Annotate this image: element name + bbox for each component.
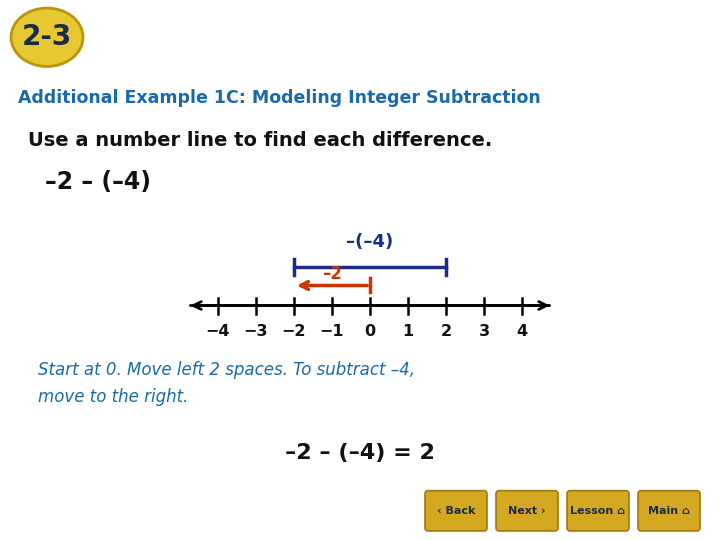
Text: 3: 3 xyxy=(478,323,490,339)
Text: –(–4): –(–4) xyxy=(346,233,394,252)
Text: 0: 0 xyxy=(364,323,376,339)
Text: 4: 4 xyxy=(516,323,528,339)
Text: 2-3: 2-3 xyxy=(22,23,72,51)
Text: −1: −1 xyxy=(320,323,344,339)
Text: Main ⌂: Main ⌂ xyxy=(648,506,690,516)
Text: −4: −4 xyxy=(206,323,230,339)
Text: Start at 0. Move left 2 spaces. To subtract –4,
move to the right.: Start at 0. Move left 2 spaces. To subtr… xyxy=(38,361,415,406)
Text: −3: −3 xyxy=(244,323,269,339)
Text: –2 – (–4) = 2: –2 – (–4) = 2 xyxy=(285,443,435,463)
Text: –2: –2 xyxy=(322,266,342,284)
Text: Additional Example 1C: Modeling Integer Subtraction: Additional Example 1C: Modeling Integer … xyxy=(18,89,541,107)
Text: –2 – (–4): –2 – (–4) xyxy=(45,171,151,194)
FancyBboxPatch shape xyxy=(567,491,629,531)
Text: ‹ Back: ‹ Back xyxy=(437,506,475,516)
FancyBboxPatch shape xyxy=(496,491,558,531)
FancyBboxPatch shape xyxy=(425,491,487,531)
Text: 1: 1 xyxy=(402,323,413,339)
Text: Next ›: Next › xyxy=(508,506,546,516)
Text: −2: −2 xyxy=(282,323,306,339)
Text: Use a number line to find each difference.: Use a number line to find each differenc… xyxy=(28,131,492,150)
Text: Subtracting Integers: Subtracting Integers xyxy=(100,21,490,54)
Text: Lesson ⌂: Lesson ⌂ xyxy=(570,506,626,516)
Ellipse shape xyxy=(11,8,83,66)
Text: 2: 2 xyxy=(441,323,451,339)
FancyBboxPatch shape xyxy=(638,491,700,531)
Text: © HOLT McDOUGAL. All Rights Reserved: © HOLT McDOUGAL. All Rights Reserved xyxy=(14,506,240,516)
